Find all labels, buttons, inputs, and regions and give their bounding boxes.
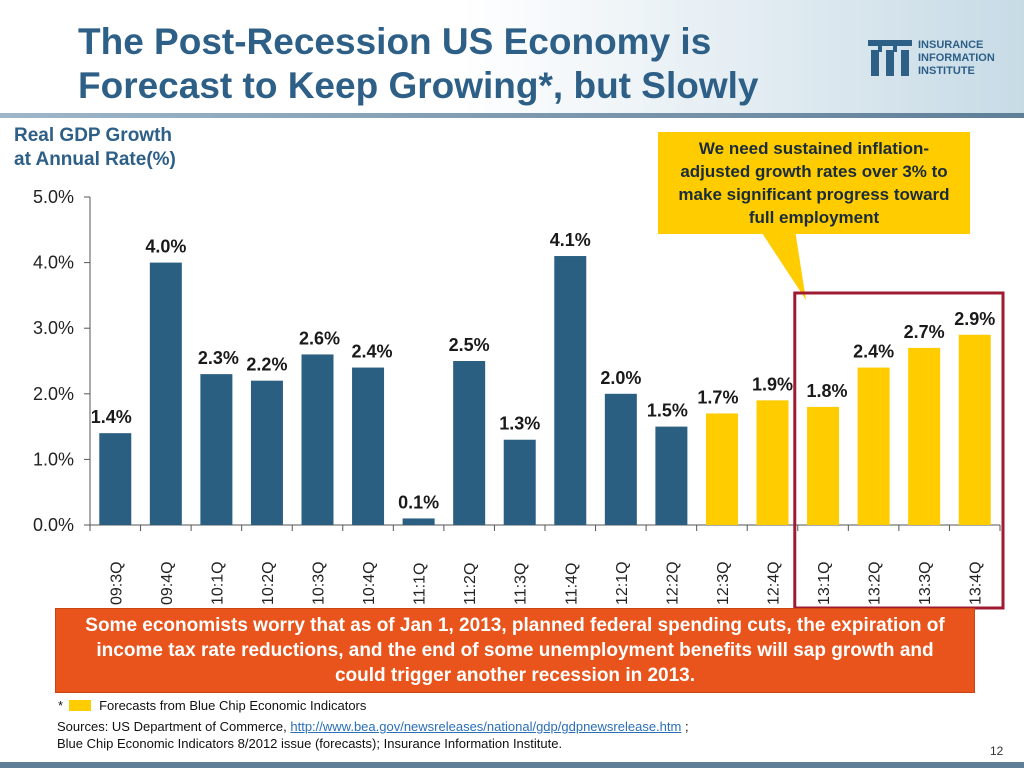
x-category-label: 09:4Q [159,561,176,605]
iii-logo-icon [868,40,912,76]
y-tick-label: 5.0% [33,187,74,207]
sources-line-2: Blue Chip Economic Indicators 8/2012 iss… [57,736,563,751]
x-category-label: 11:1Q [412,563,429,605]
logo-wordmark: INSURANCE INFORMATION INSTITUTE [918,39,995,78]
y-tick-label: 1.0% [33,449,74,469]
data-label: 2.4% [853,342,894,362]
callout-box: We need sustained inflation-adjusted gro… [658,132,970,234]
x-category-label: 12:4Q [766,561,783,605]
header-band [0,0,1024,114]
x-category-label: 10:1Q [209,561,226,605]
slide-title: The Post-Recession US Economy is Forecas… [78,20,838,108]
bar-11-4Q [554,256,587,525]
bea-link[interactable]: http://www.bea.gov/newsreleases/national… [290,719,682,734]
x-category-label: 11:2Q [462,563,479,605]
callout-pointer [760,230,806,300]
y-axis-title-line-1: Real GDP Growth [14,125,173,146]
data-label: 1.5% [647,401,688,421]
bar-10-3Q [301,354,334,525]
x-category-label: 10:3Q [311,561,328,605]
bar-11-3Q [503,439,536,525]
sources-line-1: Sources: US Department of Commerce, http… [57,718,689,735]
x-category-label: 13:3Q [917,561,934,605]
x-category-label: 10:4Q [361,561,378,605]
bar-12-2Q [655,426,688,525]
x-category-label: 12:1Q [614,561,631,605]
sources: Sources: US Department of Commerce, http… [57,718,689,752]
title-line-2: Forecast to Keep Growing*, but Slowly [78,65,759,106]
bar-13-2Q [857,367,890,525]
bar-12-4Q [756,400,789,525]
bar-12-1Q [604,393,637,525]
y-tick-label: 0.0% [33,515,74,535]
page-number: 12 [990,744,1004,758]
x-category-label: 11:3Q [513,563,530,605]
data-label: 4.0% [145,237,186,257]
legend-text: Forecasts from Blue Chip Economic Indica… [99,698,367,713]
bar-10-2Q [250,380,283,525]
data-label: 2.4% [352,342,393,362]
x-category-label: 10:2Q [260,561,277,605]
iii-logo: INSURANCE INFORMATION INSTITUTE [868,36,1018,84]
data-label: 4.1% [550,230,591,250]
bar-10-1Q [200,374,233,525]
forecast-legend: * Forecasts from Blue Chip Economic Indi… [58,698,366,713]
legend-forecast-swatch [69,700,92,711]
bar-13-1Q [807,406,840,525]
data-label: 2.9% [954,309,995,329]
y-axis-title: Real GDP Growth at Annual Rate(%) [14,124,176,172]
data-label: 2.3% [198,348,239,368]
recession-warning-note: Some economists worry that as of Jan 1, … [55,608,975,693]
bar-11-1Q [402,518,435,525]
data-label: 2.0% [600,368,641,388]
bar-13-3Q [908,347,941,525]
x-category-label: 13:2Q [867,561,884,605]
x-category-label: 13:1Q [816,561,833,605]
data-label: 1.3% [499,414,540,434]
legend-asterisk: * [58,698,64,713]
bottom-bar [0,762,1024,768]
data-label: 2.6% [299,328,340,348]
bar-12-3Q [705,413,738,525]
data-label: 1.4% [91,407,132,427]
sources-prefix: Sources: US Department of Commerce, [57,719,287,734]
bar-11-2Q [453,361,486,525]
data-label: 2.2% [246,355,287,375]
x-category-label: 12:3Q [715,561,732,605]
logo-line-3: INSTITUTE [918,65,975,77]
data-label: 0.1% [398,492,439,512]
logo-line-1: INSURANCE [918,39,984,51]
y-tick-label: 4.0% [33,253,74,273]
data-label: 2.5% [449,335,490,355]
header-divider [0,113,1024,118]
sources-suffix: ; [684,719,689,734]
logo-line-2: INFORMATION [918,52,995,64]
x-category-label: 09:3Q [108,561,125,605]
bar-09-4Q [149,262,182,525]
x-category-label: 13:4Q [968,561,985,605]
bar-09-3Q [99,433,132,525]
bar-10-4Q [352,367,385,525]
x-category-label: 11:4Q [563,563,580,605]
y-axis-title-line-2: at Annual Rate(%) [14,149,176,170]
y-tick-label: 2.0% [33,384,74,404]
y-tick-label: 3.0% [33,318,74,338]
data-label: 2.7% [904,322,945,342]
data-label: 1.9% [752,374,793,394]
data-label: 1.8% [807,381,848,401]
x-category-label: 12:2Q [664,561,681,605]
data-label: 1.7% [697,387,738,407]
bar-13-4Q [958,334,991,525]
title-line-1: The Post-Recession US Economy is [78,21,712,62]
